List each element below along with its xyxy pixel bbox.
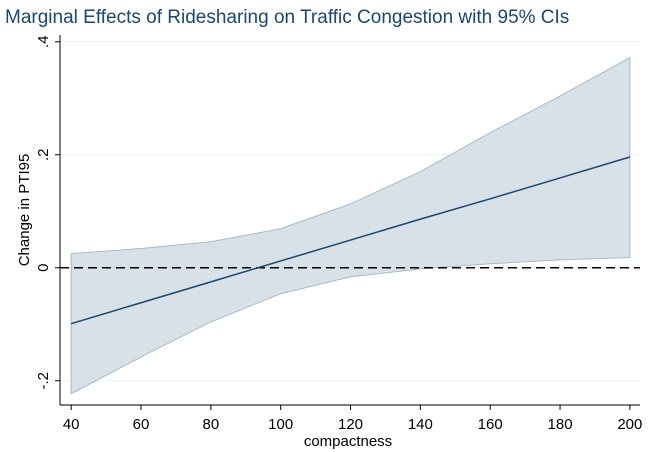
effect-line xyxy=(70,156,631,325)
x-tick-label: 140 xyxy=(408,416,433,433)
x-tick-label: 120 xyxy=(338,416,363,433)
y-tick-label: -.2 xyxy=(35,372,52,390)
x-tick-label: 180 xyxy=(548,416,573,433)
y-tick-label: .2 xyxy=(35,148,52,161)
x-tick-label: 200 xyxy=(617,416,642,433)
chart-title: Marginal Effects of Ridesharing on Traff… xyxy=(5,7,569,28)
y-tick-label: 0 xyxy=(35,264,52,272)
x-tick-label: 40 xyxy=(63,416,80,433)
x-tick-label: 160 xyxy=(478,416,503,433)
x-tick-label: 80 xyxy=(203,416,220,433)
y-tick-label: .4 xyxy=(35,36,52,49)
x-axis-label: compactness xyxy=(304,433,392,450)
x-tick-label: 100 xyxy=(268,416,293,433)
y-axis-label: Change in PTI95 xyxy=(16,154,33,267)
confidence-band xyxy=(70,56,631,395)
x-tick-label: 60 xyxy=(133,416,150,433)
